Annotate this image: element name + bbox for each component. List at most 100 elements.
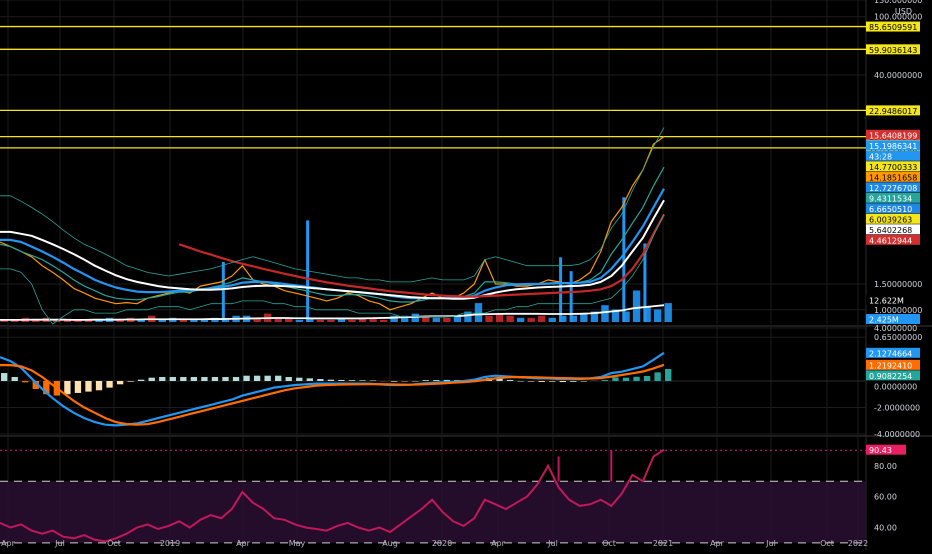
macd-hist-bar (581, 381, 587, 382)
volume-bar (485, 316, 492, 322)
macd-hist-bar (359, 380, 365, 381)
macd-hist-bar (633, 377, 639, 381)
level-badge-label: 22.9486017 (869, 107, 917, 116)
macd-hist-bar (243, 376, 249, 381)
macd-hist-bar (560, 381, 566, 382)
macd-hist-bar (22, 381, 28, 382)
macd-hist-bar (507, 380, 513, 381)
x-tick-label: Apr (236, 539, 251, 548)
volume-bar (327, 320, 334, 322)
macd-hist-bar (201, 377, 207, 381)
volume-bar (475, 303, 482, 322)
volume-bar (506, 316, 513, 322)
price-badge-label: 6.0039263 (869, 215, 912, 224)
x-tick-label: Jul (765, 539, 776, 548)
macd-hist-bar (85, 381, 91, 392)
price-badge-label: 9.4311534 (869, 194, 912, 203)
macd-badge-label: 2.1274664 (869, 349, 912, 358)
macd-hist-bar (391, 381, 397, 382)
macd-hist-bar (412, 381, 418, 382)
macd-hist-bar (602, 380, 608, 381)
macd-hist-bar (286, 377, 292, 381)
volume-spike-bar (559, 257, 562, 322)
macd-hist-bar (180, 377, 186, 381)
price-tick-label: 100.000000 (874, 13, 922, 22)
volume-bar (180, 320, 187, 322)
rsi-tick-label: 60.00 (874, 493, 897, 502)
macd-hist-bar (612, 377, 618, 381)
x-tick-label: 2019 (160, 539, 180, 548)
rsi-tick-label: 80.00 (874, 462, 897, 471)
macd-hist-bar (64, 381, 70, 394)
macd-hist-bar (539, 381, 545, 382)
macd-hist-bar (233, 377, 239, 381)
macd-badge-label: 1.2192410 (869, 361, 912, 370)
volume-badge-label: 2.425M (869, 316, 899, 325)
price-tick-label: 40.0000000 (874, 71, 922, 80)
volume-bar (159, 320, 166, 322)
price-badge-label: 14.7700333 (869, 163, 917, 172)
macd-zero-label: 0.0000000 (874, 382, 917, 391)
volume-bar (190, 320, 197, 322)
macd-hist-bar (296, 378, 302, 381)
x-tick-label: May (289, 539, 306, 548)
macd-hist-bar (12, 377, 18, 381)
macd-hist-bar (106, 381, 112, 388)
volume-bar (412, 314, 419, 322)
macd-hist-bar (423, 380, 429, 381)
price-badge-label: 4.4612944 (869, 236, 912, 245)
macd-hist-bar (349, 380, 355, 381)
price-badge-label: 12.7276708 (869, 184, 917, 193)
price-tick-label: 0.65000000 (874, 333, 922, 342)
macd-hist-bar (75, 381, 81, 393)
macd-tick-label: -4.0000000 (874, 430, 920, 439)
price-badge-label: 43:28 (869, 152, 892, 161)
volume-bar (201, 320, 208, 322)
macd-hist-bar (370, 380, 376, 381)
volume-bar (348, 320, 355, 322)
price-badge-label: 14.1851658 (869, 173, 917, 182)
volume-spike-bar (622, 197, 625, 322)
volume-bar (443, 318, 450, 322)
volume-badge-label: 12.622M (869, 297, 904, 306)
macd-hist-bar (644, 376, 650, 381)
x-tick-label: Apr (1, 539, 16, 548)
volume-bar (665, 303, 672, 322)
macd-hist-bar (317, 379, 323, 381)
price-badge-label: 6.6650510 (869, 205, 912, 214)
macd-hist-bar (149, 378, 155, 381)
macd-hist-bar (138, 380, 144, 381)
x-tick-label: Oct (602, 539, 616, 548)
volume-bar (380, 320, 387, 322)
volume-bar (527, 318, 534, 322)
volume-bar (433, 318, 440, 322)
price-tick-label: 1.00000000 (874, 306, 922, 315)
volume-bar (580, 314, 587, 322)
volume-bar (317, 320, 324, 322)
macd-hist-bar (328, 380, 334, 381)
volume-bar (517, 318, 524, 322)
volume-spike-bar (222, 262, 225, 322)
volume-bar (538, 316, 545, 322)
macd-hist-bar (159, 377, 165, 381)
macd-hist-bar (570, 381, 576, 382)
x-tick-label: Aug (382, 539, 398, 548)
x-tick-label: Apr (710, 539, 725, 548)
macd-hist-bar (517, 381, 523, 382)
x-tick-label: 2020 (432, 539, 452, 548)
x-tick-label: 2021 (653, 539, 673, 548)
volume-bar (549, 318, 556, 322)
price-badge-label: 5.6402268 (869, 226, 912, 235)
x-tick-label: Apr (491, 539, 506, 548)
volume-bar (601, 305, 608, 322)
rsi-tick-label: 40.00 (874, 523, 897, 532)
volume-bar (633, 291, 640, 323)
price-badge-label: 15.6408199 (869, 131, 917, 140)
macd-hist-bar (127, 381, 133, 382)
macd-hist-bar (549, 381, 555, 382)
macd-hist-bar (170, 377, 176, 381)
macd-hist-bar (264, 376, 270, 381)
x-tick-label: Oct (820, 539, 834, 548)
